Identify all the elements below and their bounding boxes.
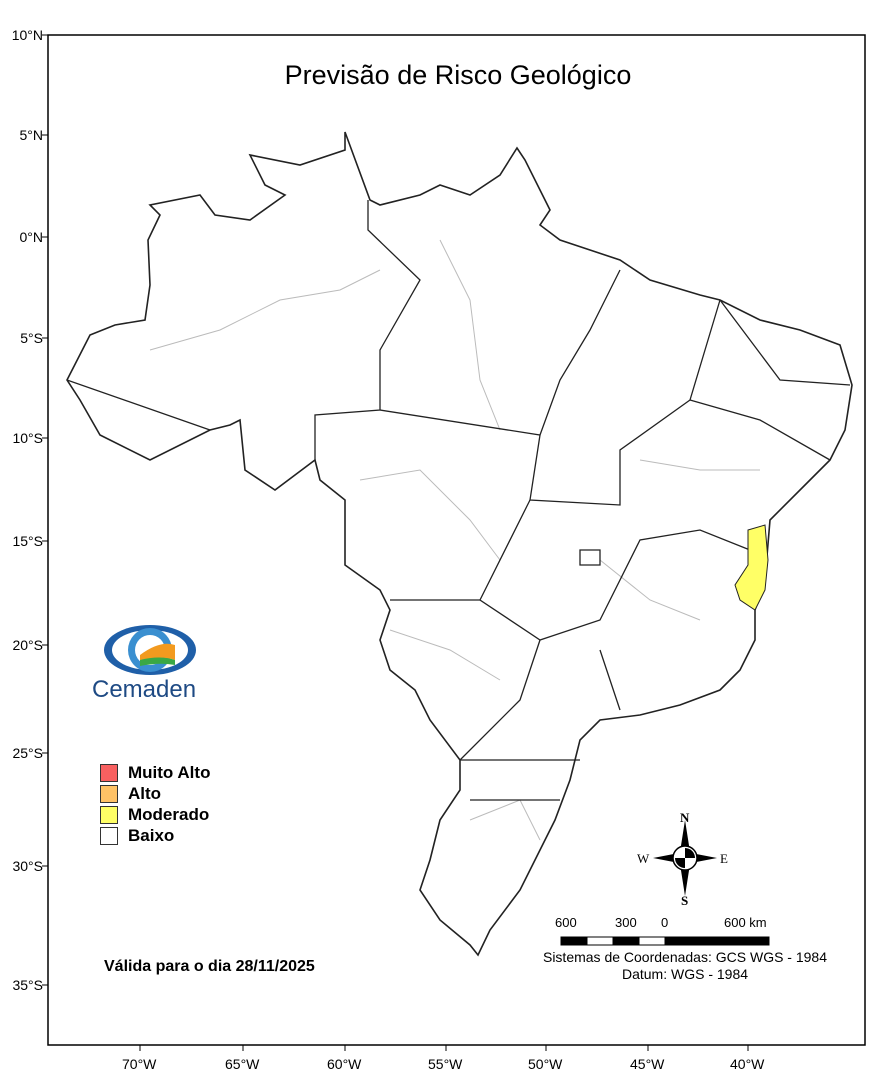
lon-label: 60°W bbox=[327, 1056, 362, 1072]
legend-label: Baixo bbox=[128, 825, 175, 845]
compass-rose bbox=[653, 820, 717, 896]
lon-label: 45°W bbox=[630, 1056, 665, 1072]
lon-label: 70°W bbox=[122, 1056, 157, 1072]
lat-label: 5°N bbox=[19, 127, 44, 143]
legend-item-baixo: Baixo bbox=[100, 825, 210, 846]
lat-label: 30°S bbox=[12, 858, 43, 874]
compass-w: W bbox=[637, 851, 650, 866]
state-borders bbox=[66, 200, 851, 801]
scale-label: 300 bbox=[615, 915, 637, 930]
scale-label: 0 bbox=[661, 915, 669, 930]
compass-n: N bbox=[680, 810, 690, 825]
lat-label: 5°S bbox=[20, 330, 43, 346]
legend-swatch bbox=[100, 784, 118, 803]
legend-swatch bbox=[100, 763, 118, 782]
lat-label: 35°S bbox=[12, 977, 43, 993]
risk-area-moderado bbox=[734, 524, 769, 611]
axis-ticks bbox=[42, 34, 749, 1051]
compass-s: S bbox=[681, 893, 689, 908]
legend-swatch bbox=[100, 805, 118, 824]
lat-label: 25°S bbox=[12, 745, 43, 761]
lon-label: 65°W bbox=[225, 1056, 260, 1072]
scale-label: 600 km bbox=[724, 915, 767, 930]
lat-label: 15°S bbox=[12, 533, 43, 549]
lat-label: 10°S bbox=[12, 430, 43, 446]
coord-system-text: Sistemas de Coordenadas: GCS WGS - 1984 bbox=[542, 949, 828, 965]
lon-label: 50°W bbox=[528, 1056, 563, 1072]
lat-label: 0°N bbox=[19, 229, 44, 245]
legend-label: Muito Alto bbox=[128, 762, 211, 782]
coordinate-system-note: Sistemas de Coordenadas: GCS WGS - 1984 … bbox=[520, 949, 850, 983]
lon-label: 55°W bbox=[428, 1056, 463, 1072]
legend-label: Moderado bbox=[128, 804, 210, 824]
compass-e: E bbox=[720, 851, 728, 866]
legend-label: Alto bbox=[128, 783, 162, 803]
scale-bar bbox=[560, 936, 770, 946]
legend-item-muito-alto: Muito Alto bbox=[100, 762, 210, 783]
lat-label: 10°N bbox=[11, 27, 43, 43]
valid-date-text: Válida para o dia 28/11/2025 bbox=[104, 958, 315, 975]
lon-label: 40°W bbox=[730, 1056, 765, 1072]
cemaden-logo-text: Cemaden bbox=[92, 676, 197, 703]
datum-text: Datum: WGS - 1984 bbox=[621, 966, 749, 982]
legend-swatch bbox=[100, 826, 118, 845]
municipal-borders bbox=[149, 239, 760, 841]
scale-label: 600 bbox=[555, 915, 577, 930]
map-title: Previsão de Risco Geológico bbox=[284, 60, 632, 90]
lat-label: 20°S bbox=[12, 637, 43, 653]
legend-item-moderado: Moderado bbox=[100, 804, 210, 825]
legend-item-alto: Alto bbox=[100, 783, 210, 804]
legend: Muito Alto Alto Moderado Baixo bbox=[100, 762, 210, 846]
